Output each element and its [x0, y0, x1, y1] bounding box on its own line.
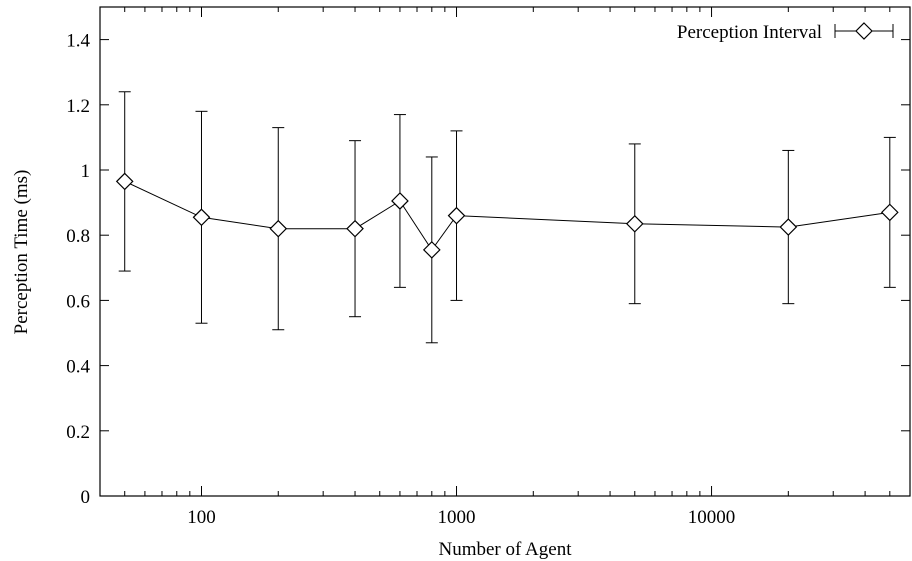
data-point-diamond	[447, 206, 466, 225]
data-point-diamond	[422, 241, 441, 259]
series-layer	[115, 91, 899, 344]
legend: Perception Interval	[677, 22, 894, 43]
x-tick-label: 1000	[438, 507, 476, 528]
axis-ticks: 0 0.2 0.4 0.6 0.8 1 1.2 1.4 100 1000 10000	[66, 7, 911, 528]
data-point-diamond	[880, 203, 899, 222]
y-tick-label: 1.2	[66, 96, 90, 117]
x-tick-label: 10000	[688, 507, 736, 528]
legend-diamond-icon	[855, 22, 873, 40]
data-point-diamond	[391, 192, 409, 210]
y-tick-label: 0.2	[66, 422, 90, 443]
data-point-diamond	[346, 219, 364, 238]
y-tick-label: 1	[81, 161, 91, 182]
y-tick-label: 0.6	[66, 291, 90, 312]
data-point-diamond	[269, 219, 288, 238]
x-tick-label: 100	[187, 507, 216, 528]
y-tick-label: 0.4	[66, 357, 90, 378]
legend-label: Perception Interval	[677, 22, 822, 43]
y-tick-label: 0	[81, 487, 91, 508]
y-axis-title: Perception Time (ms)	[11, 170, 32, 335]
data-point-diamond	[779, 218, 798, 236]
y-tick-label: 0.8	[66, 226, 90, 247]
data-point-diamond	[115, 172, 134, 191]
y-tick-label: 1.4	[66, 31, 90, 52]
data-point-diamond	[192, 208, 211, 227]
series-line	[124, 180, 890, 251]
data-point-diamond	[625, 214, 644, 233]
plot-frame	[99, 6, 911, 497]
x-axis-title: Number of Agent	[439, 539, 573, 560]
